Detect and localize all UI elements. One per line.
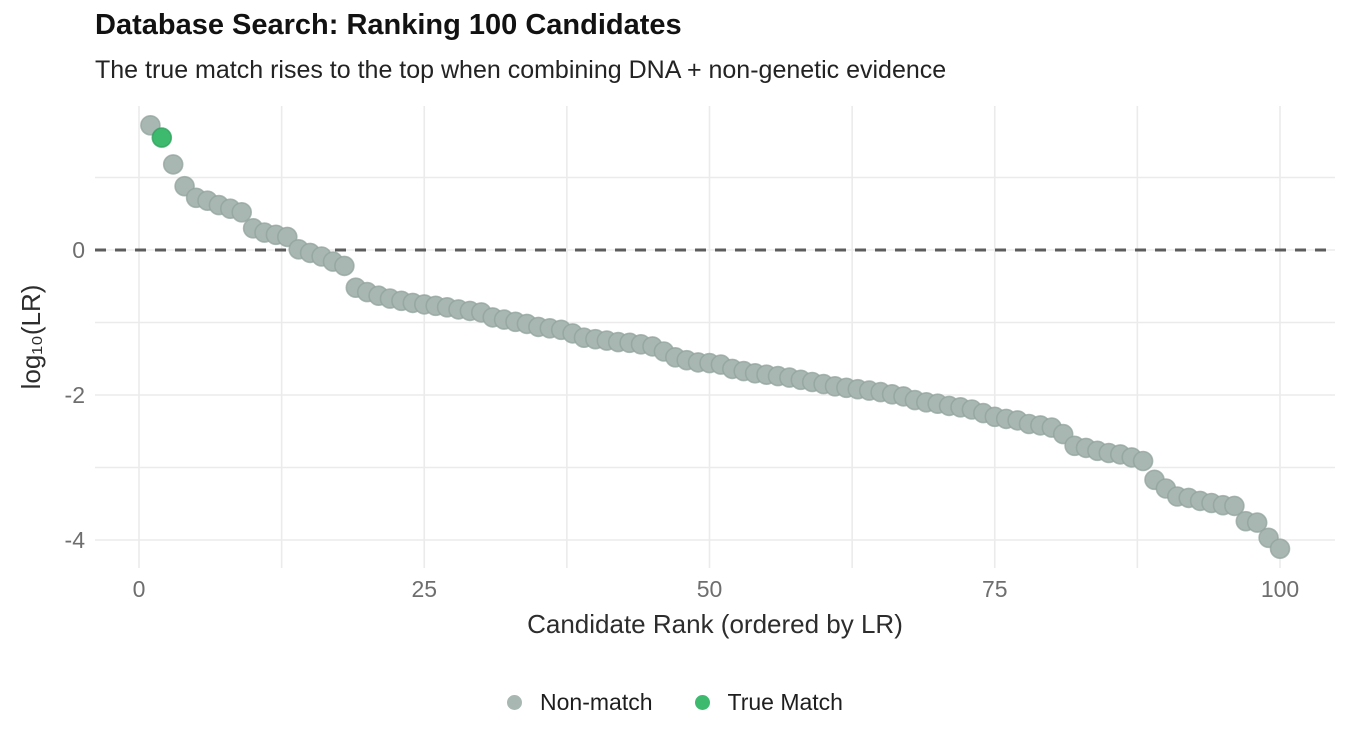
legend-item-label: Non-match [540, 689, 653, 715]
true-match-point[interactable] [151, 127, 173, 148]
x-tick-label: 25 [411, 576, 437, 602]
x-axis-title: Candidate Rank (ordered by LR) [527, 609, 903, 639]
data-point[interactable] [1132, 450, 1154, 472]
data-point[interactable] [1246, 512, 1268, 533]
y-tick-label: -4 [65, 527, 86, 553]
legend-dot-icon [694, 695, 710, 710]
legend-item-true-match[interactable]: True Match [694, 689, 843, 716]
legend-dot-icon [507, 695, 523, 710]
chart-subtitle: The true match rises to the top when com… [95, 56, 947, 84]
x-tick-label: 75 [982, 576, 1008, 602]
y-tick-label: 0 [72, 237, 85, 263]
data-point[interactable] [1269, 538, 1291, 560]
y-axis-title: log₁₀(LR) [16, 285, 46, 390]
data-point[interactable] [1224, 495, 1245, 517]
scatter-plot: 0 25 50 75 100 0 -2 -4 Candidate Rank (ordered b… [16, 106, 1335, 639]
data-point[interactable] [334, 255, 355, 277]
y-tick-label: -2 [65, 382, 85, 408]
x-tick-label: 50 [697, 576, 723, 602]
x-tick-label: 100 [1261, 576, 1299, 602]
data-point[interactable] [162, 154, 184, 175]
x-tick-label: 0 [133, 576, 146, 602]
legend: Non-match True Match [0, 689, 1350, 716]
legend-item-non-match[interactable]: Non-match [507, 689, 653, 716]
legend-item-label: True Match [727, 689, 843, 715]
chart-title: Database Search: Ranking 100 Candidates [95, 9, 682, 41]
data-point[interactable] [231, 202, 252, 223]
